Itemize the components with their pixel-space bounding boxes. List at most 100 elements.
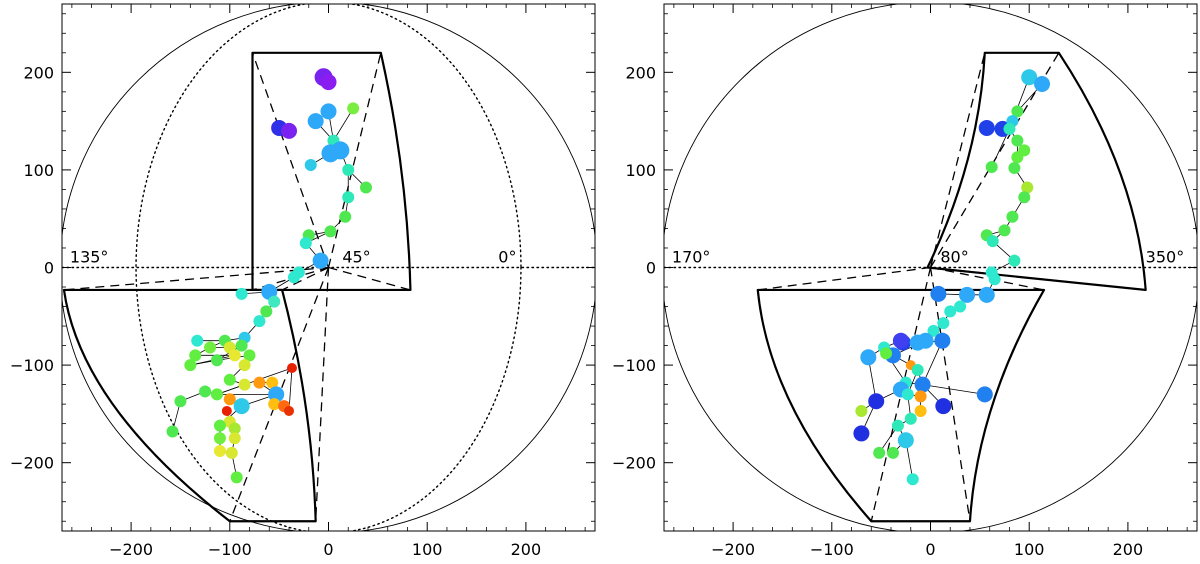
data-point bbox=[225, 446, 238, 459]
wedge-ray bbox=[929, 52, 986, 268]
link-line bbox=[922, 384, 985, 395]
data-point bbox=[988, 273, 1001, 286]
data-point bbox=[1018, 191, 1031, 204]
data-point bbox=[1011, 151, 1024, 164]
data-point bbox=[307, 113, 324, 130]
x-tick-label: 200 bbox=[511, 540, 542, 559]
y-tick-label: 0 bbox=[44, 259, 54, 278]
x-tick-label: −200 bbox=[711, 540, 755, 559]
x-tick-label: 0 bbox=[323, 540, 333, 559]
data-point bbox=[213, 419, 226, 432]
data-point bbox=[213, 432, 226, 445]
angle-label: 0° bbox=[498, 248, 516, 267]
data-point bbox=[998, 224, 1011, 237]
data-point bbox=[934, 332, 951, 349]
y-tick-label: 0 bbox=[646, 259, 656, 278]
angle-label: 170° bbox=[672, 248, 711, 267]
angle-label: 45° bbox=[342, 248, 370, 267]
data-point bbox=[204, 341, 217, 354]
data-point bbox=[324, 225, 337, 238]
x-tick-label: −200 bbox=[109, 540, 153, 559]
right-panel: 170° 80° 350° −200 −100 0 100 200 −200 −100 0 100 20… bbox=[612, 3, 1198, 559]
tick-group bbox=[664, 4, 1197, 531]
link-line bbox=[333, 108, 354, 141]
data-point bbox=[210, 388, 223, 401]
data-point bbox=[897, 432, 914, 449]
wedge-ray bbox=[930, 266, 1146, 291]
data-point bbox=[281, 122, 298, 139]
data-point bbox=[873, 446, 886, 459]
plot-area bbox=[664, 4, 1197, 531]
data-point bbox=[1021, 69, 1038, 86]
wedge-outline bbox=[251, 51, 412, 292]
x-tick-label: 100 bbox=[1014, 540, 1045, 559]
angle-label: 350° bbox=[1146, 248, 1185, 267]
data-point bbox=[268, 398, 281, 411]
data-point bbox=[266, 376, 279, 389]
data-point bbox=[914, 390, 927, 403]
data-point bbox=[914, 376, 931, 393]
wedge-ray bbox=[315, 267, 330, 522]
wedge-1 bbox=[756, 266, 1046, 523]
data-point bbox=[1011, 105, 1024, 118]
data-point bbox=[339, 210, 352, 223]
data-point bbox=[1034, 76, 1051, 93]
data-point bbox=[253, 315, 266, 328]
wedge-outline bbox=[756, 288, 1046, 523]
data-point bbox=[342, 191, 355, 204]
data-point bbox=[347, 102, 360, 115]
data-point bbox=[976, 386, 993, 403]
data-point bbox=[901, 388, 914, 401]
data-point bbox=[855, 404, 868, 417]
data-point bbox=[210, 354, 223, 367]
data-point bbox=[199, 385, 212, 398]
y-tick-label: 200 bbox=[23, 63, 54, 82]
data-point bbox=[312, 252, 329, 269]
data-point bbox=[304, 159, 317, 172]
data-point bbox=[927, 324, 940, 337]
data-point bbox=[985, 160, 998, 173]
data-point bbox=[914, 404, 927, 417]
data-point bbox=[342, 163, 355, 176]
data-point bbox=[284, 405, 295, 416]
data-point bbox=[228, 432, 241, 445]
data-point bbox=[904, 412, 917, 425]
data-point bbox=[166, 425, 179, 438]
y-tick-label: 200 bbox=[625, 63, 656, 82]
data-point bbox=[891, 419, 904, 432]
data-point bbox=[287, 271, 300, 284]
wedge-ray bbox=[930, 266, 1045, 291]
data-point bbox=[174, 395, 187, 408]
point-group bbox=[853, 69, 1051, 486]
data-point bbox=[184, 359, 197, 372]
data-point bbox=[299, 237, 312, 250]
left-panel: 135° 45° 0° −200 −100 0 100 200 −200 −100 0 100 200 bbox=[10, 3, 596, 559]
angle-label: 80° bbox=[940, 248, 968, 267]
wedge-ray bbox=[327, 52, 382, 268]
data-point bbox=[944, 305, 957, 318]
data-point bbox=[886, 446, 899, 459]
plot-area bbox=[62, 4, 595, 531]
x-tick-label: −100 bbox=[208, 540, 252, 559]
data-point bbox=[233, 398, 250, 415]
data-point bbox=[1003, 122, 1016, 135]
data-point bbox=[268, 295, 281, 308]
data-point bbox=[959, 286, 976, 303]
data-point bbox=[235, 287, 248, 300]
data-point bbox=[937, 317, 950, 330]
data-point bbox=[221, 405, 232, 416]
data-point bbox=[286, 363, 297, 374]
data-point bbox=[935, 398, 952, 415]
wedge-ray bbox=[929, 267, 971, 522]
data-point bbox=[1008, 161, 1021, 174]
data-point bbox=[978, 286, 995, 303]
y-tick-label: −200 bbox=[10, 454, 54, 473]
data-point bbox=[320, 74, 337, 91]
dotted-ellipse bbox=[135, 4, 522, 531]
point-group bbox=[166, 68, 373, 484]
wedge-ray bbox=[870, 267, 932, 522]
data-point bbox=[189, 349, 202, 362]
data-point bbox=[228, 349, 241, 362]
data-point bbox=[917, 332, 934, 349]
